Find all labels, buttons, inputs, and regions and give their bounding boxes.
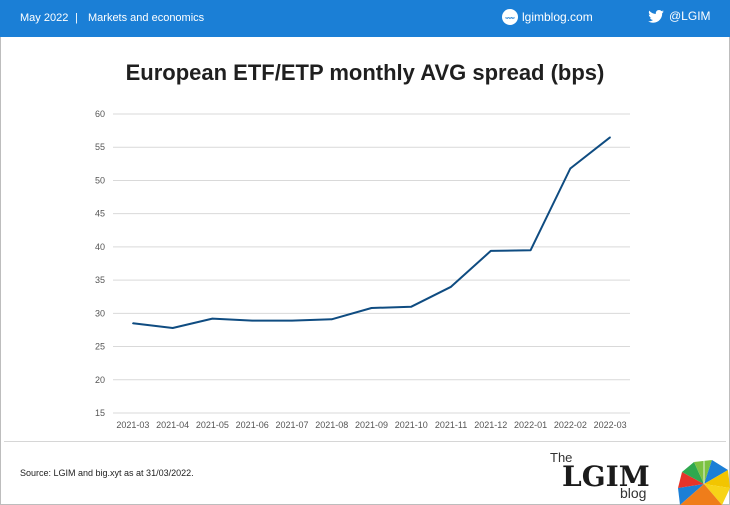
data-point: [171, 327, 174, 329]
chart-title: European ETF/ETP monthly AVG spread (bps…: [125, 60, 605, 85]
y-tick-label: 30: [95, 308, 105, 318]
lgim-blog-logo: The LGIM blog: [548, 450, 730, 505]
x-tick-label: 2021-08: [315, 420, 348, 430]
logo-the: The: [550, 450, 573, 465]
twitter-icon: [648, 9, 664, 23]
logo-blog: blog: [620, 485, 647, 501]
y-tick-label: 60: [95, 109, 105, 119]
data-point: [370, 307, 373, 309]
site-label: lgimblog.com: [522, 10, 593, 24]
header-date: May 2022: [20, 12, 69, 24]
x-tick-label: 2022-02: [554, 420, 587, 430]
y-tick-label: 25: [95, 342, 105, 352]
x-tick-label: 2021-11: [435, 420, 467, 430]
header-section-link[interactable]: Markets and economics: [88, 12, 205, 24]
data-point: [529, 249, 532, 252]
data-point: [450, 285, 452, 288]
x-tick-label: 2021-10: [395, 420, 428, 430]
x-tick-label: 2021-09: [355, 420, 388, 430]
twitter-handle: @LGIM: [669, 9, 711, 23]
x-tick-label: 2021-04: [156, 420, 189, 430]
data-point: [609, 136, 611, 139]
y-tick-label: 40: [95, 242, 105, 252]
y-tick-label: 45: [95, 209, 105, 219]
data-point: [132, 322, 134, 325]
twitter-link[interactable]: @LGIM: [648, 9, 711, 23]
y-tick-label: 15: [95, 408, 105, 418]
y-tick-label: 35: [95, 275, 105, 285]
y-tick-label: 55: [95, 142, 105, 152]
footer-divider: [4, 441, 726, 442]
umbrella-icon: [678, 460, 730, 505]
header-bar: May 2022 | Markets and economics www lgi…: [0, 0, 730, 37]
y-tick-labels: 15 20 25 30 35 40 45 50 55 60: [95, 109, 105, 418]
header-separator: |: [75, 12, 78, 24]
logo-lgim: LGIM: [562, 460, 650, 493]
x-tick-label: 2021-07: [275, 420, 308, 430]
data-point: [410, 305, 413, 308]
site-link[interactable]: www lgimblog.com: [502, 9, 593, 25]
source-note: Source: LGIM and big.xyt as at 31/03/202…: [20, 468, 194, 478]
gridlines: [113, 113, 630, 414]
x-tick-label: 2022-01: [514, 420, 547, 430]
x-tick-label: 2021-06: [236, 420, 269, 430]
series-line-0: [132, 136, 611, 329]
x-tick-label: 2021-12: [474, 420, 507, 430]
x-tick-label: 2021-05: [196, 420, 229, 430]
y-tick-label: 20: [95, 375, 105, 385]
data-point: [291, 319, 293, 322]
data-point: [251, 319, 253, 322]
x-tick-labels: 2021-03 2021-04 2021-05 2021-06 2021-07 2021-…: [116, 420, 626, 430]
x-tick-label: 2022-03: [594, 420, 627, 430]
data-point: [330, 318, 333, 321]
data-point: [490, 250, 492, 252]
data-point: [211, 317, 214, 320]
y-tick-label: 50: [95, 175, 105, 185]
x-tick-label: 2021-03: [116, 420, 149, 430]
www-globe-icon: www: [502, 9, 518, 25]
data-point: [569, 167, 572, 170]
series: [132, 136, 611, 329]
